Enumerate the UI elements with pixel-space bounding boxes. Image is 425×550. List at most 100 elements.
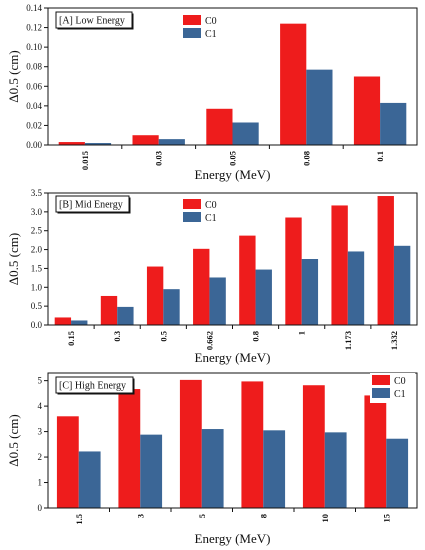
- legend-swatch-C1: [183, 28, 201, 38]
- y-tick-label: 0.06: [26, 81, 42, 91]
- panel-title-box: [55, 195, 130, 213]
- bar-C1-4: [380, 102, 407, 145]
- x-tick-label: 0.03: [154, 151, 164, 166]
- x-tick-label: 0.8: [251, 331, 261, 342]
- y-tick-label: 4: [38, 401, 43, 411]
- chart-panel-1: 0.0 0.5 1.0 1.5 2.0 2.5 3.0 3.5 0.15 0.3 0.5 0.662 0…: [6, 188, 418, 365]
- y-tick-label: 3: [38, 427, 43, 437]
- bar-C1-0: [78, 451, 101, 508]
- y-axis-title: Δ0.5 (cm): [6, 233, 21, 285]
- legend-label-C0: C0: [205, 200, 217, 211]
- x-tick-label: 0.08: [301, 151, 311, 166]
- x-tick-label: 1.5: [74, 514, 84, 525]
- y-tick-label: 2.0: [31, 245, 43, 255]
- y-tick-label: 0.0: [31, 320, 43, 330]
- bar-C1-3: [306, 69, 333, 145]
- y-tick-label: 0.08: [26, 62, 42, 72]
- legend-swatch-C1: [372, 388, 390, 398]
- bar-C1-3: [209, 277, 226, 325]
- bar-C1-2: [201, 429, 224, 508]
- plot-frame: [47, 7, 418, 146]
- bar-C0-1: [118, 389, 141, 508]
- y-tick-label: 1.5: [31, 263, 43, 273]
- y-tick-label: 1: [38, 478, 43, 488]
- panel-title: [C] High Energy: [59, 381, 126, 392]
- bar-C0-2: [146, 266, 164, 325]
- y-tick-label: 2.5: [31, 226, 43, 236]
- bar-C1-7: [393, 245, 411, 325]
- legend-swatch-C0: [372, 375, 390, 385]
- x-tick-label: 0.3: [112, 331, 122, 342]
- y-tick-label: 0.12: [26, 23, 42, 33]
- x-tick-label: 0.5: [158, 331, 168, 342]
- bar-C0-0: [56, 416, 79, 508]
- bar-C1-3: [263, 430, 286, 508]
- legend-label-C0: C0: [394, 376, 406, 387]
- x-tick-label: 0.1: [375, 151, 385, 162]
- y-tick-label: 5: [38, 376, 43, 386]
- legend-swatch-C0: [183, 15, 201, 25]
- y-tick-label: 0.02: [26, 120, 42, 130]
- chart-panel-0: 0.00 0.02 0.04 0.06 0.08 0.10 0.12 0.14 0.015 0.0…: [6, 3, 418, 182]
- y-tick-label: 0.14: [26, 3, 42, 13]
- x-tick-label: 3: [135, 514, 145, 518]
- bar-C1-6: [347, 251, 365, 325]
- bar-C0-4: [302, 385, 325, 508]
- bar-C1-1: [158, 139, 185, 145]
- bar-C1-4: [324, 432, 347, 508]
- bar-C0-4: [353, 76, 381, 145]
- bar-C1-2: [232, 122, 259, 145]
- y-tick-label: 0.00: [26, 140, 42, 150]
- legend-label-C0: C0: [205, 16, 217, 27]
- panel-title: [B] Mid Energy: [59, 200, 123, 211]
- bar-C1-5: [301, 259, 319, 325]
- legend-label-C1: C1: [205, 213, 217, 224]
- x-tick-label: 0.662: [204, 331, 214, 350]
- y-tick-label: 2: [38, 452, 43, 462]
- y-tick-label: 3.0: [31, 207, 43, 217]
- legend-label-C1: C1: [205, 29, 217, 40]
- legend-swatch-C0: [183, 199, 201, 209]
- x-axis-title: Energy (MeV): [195, 167, 271, 182]
- bar-C0-5: [364, 395, 387, 508]
- bar-C1-5: [386, 438, 409, 508]
- x-axis-title: Energy (MeV): [195, 350, 271, 365]
- bar-C1-1: [117, 306, 134, 325]
- y-tick-label: 3.5: [31, 188, 43, 198]
- x-tick-label: 0.15: [66, 331, 76, 346]
- panel-title-box: [55, 11, 133, 29]
- bar-C0-6: [331, 205, 348, 325]
- bar-C1-2: [163, 289, 180, 325]
- y-tick-label: 0.5: [31, 301, 43, 311]
- bar-C0-3: [193, 248, 210, 325]
- bar-C1-1: [140, 434, 163, 508]
- x-tick-label: 1.332: [389, 331, 399, 350]
- y-tick-label: 0.10: [26, 42, 42, 52]
- x-tick-label: 0.05: [228, 151, 238, 166]
- y-tick-label: 0: [38, 503, 43, 513]
- x-tick-label: 1.173: [343, 331, 353, 350]
- x-tick-label: 0.015: [80, 151, 90, 170]
- bar-C0-3: [241, 381, 264, 508]
- bar-C0-5: [285, 217, 302, 325]
- bar-C1-0: [84, 143, 112, 145]
- bar-C0-0: [54, 317, 72, 325]
- legend-swatch-C1: [183, 212, 201, 222]
- bar-C0-1: [132, 135, 159, 145]
- x-tick-label: 8: [258, 514, 268, 518]
- x-tick-label: 5: [197, 514, 207, 518]
- x-tick-label: 10: [320, 514, 330, 523]
- y-axis-title: Δ0.5 (cm): [6, 50, 21, 102]
- x-tick-label: 15: [381, 514, 391, 523]
- bar-C0-7: [377, 196, 394, 325]
- y-tick-label: 1.0: [31, 282, 43, 292]
- panel-title-box: [55, 376, 134, 394]
- y-axis-title: Δ0.5 (cm): [6, 414, 21, 466]
- bar-C0-2: [179, 379, 202, 508]
- y-tick-label: 0.04: [26, 101, 42, 111]
- bar-C0-0: [58, 142, 85, 145]
- panel-title: [A] Low Energy: [59, 16, 125, 27]
